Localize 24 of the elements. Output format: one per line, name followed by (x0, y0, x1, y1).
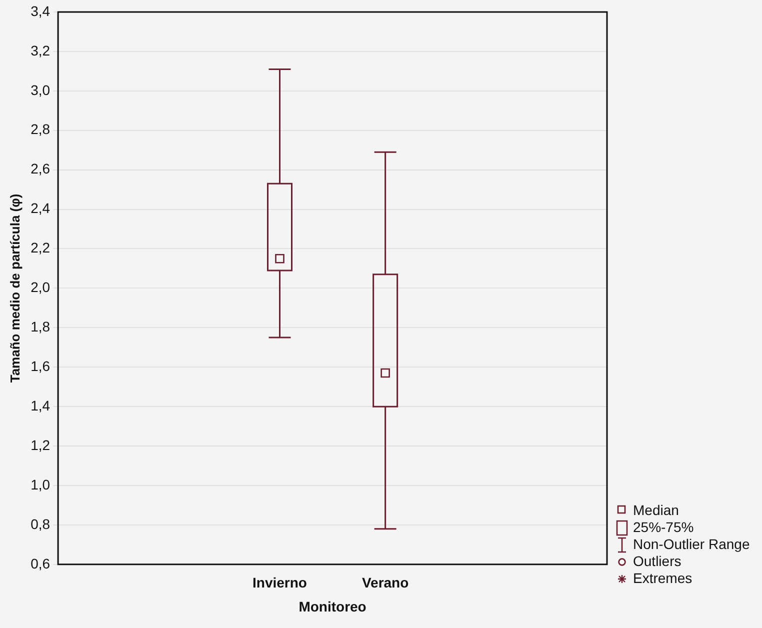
y-tick-label: 1,4 (30, 397, 50, 414)
x-axis-title: Monitoreo (298, 598, 366, 614)
y-tick-label: 2,6 (30, 160, 50, 177)
text: Extremes (633, 570, 692, 588)
x-tick-label: Verano (362, 574, 409, 591)
y-tick-label: 0,8 (30, 516, 50, 532)
x-tick-label: Invierno (252, 574, 307, 591)
y-tick-label: 2,8 (30, 121, 50, 138)
y-axis-title: Tamaño medio de partícula (φ) (7, 194, 22, 383)
y-tick-label: 1,8 (30, 318, 50, 335)
text: 25%-75% (633, 519, 694, 536)
y-tick-label: 1,2 (30, 436, 50, 453)
y-tick-label: 1,6 (30, 358, 50, 374)
y-tick-label: 2,0 (30, 279, 50, 296)
text: Median (633, 502, 679, 520)
y-tick-label: 3,0 (30, 82, 50, 98)
y-tick-label: 1,0 (30, 476, 50, 492)
y-tick-label: 0,6 (30, 555, 50, 572)
text: Outliers (633, 553, 682, 570)
y-tick-label: 2,2 (30, 240, 50, 256)
y-tick-label: 3,2 (30, 42, 50, 58)
y-tick-label: 2,4 (30, 200, 50, 216)
y-tick-label: 3,4 (30, 2, 50, 19)
text: Non-Outlier Range (633, 536, 750, 554)
